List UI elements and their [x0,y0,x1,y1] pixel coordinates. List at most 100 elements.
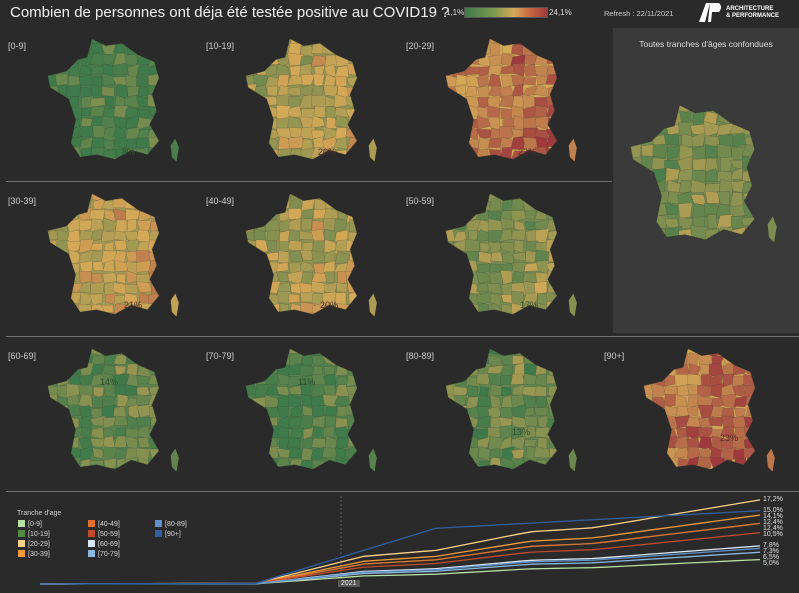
cumulative-chart [0,492,799,588]
age-group-label: [60-69] [8,351,37,361]
legend-swatch [18,540,25,547]
france-map[interactable] [40,189,190,319]
legend-label: [60-69] [98,541,120,548]
series-end-label: 12,4% [763,519,783,527]
legend-label: [10-19] [28,531,50,538]
legend-label: [0-9] [28,521,43,528]
color-scale-min: 1,1% [446,8,465,17]
legend-label: [90+] [165,531,181,538]
age-group-label: [40-49] [206,196,235,206]
legend-item[interactable]: [40-49] [88,520,120,528]
legend-swatch [18,550,25,557]
legend-item[interactable]: [60-69] [88,540,120,548]
legend-swatch [155,520,162,527]
row-divider [6,336,799,337]
max-percent-label: 20% [318,147,337,157]
age-group-label: [0-9] [8,41,27,51]
color-scale-max: 24,1% [549,8,572,17]
age-group-label: [20-29] [406,41,435,51]
department-cells[interactable] [625,100,759,245]
france-map[interactable] [238,344,388,474]
max-percent-label: 14% [100,377,119,387]
series-end-label: 12,4% [763,525,783,533]
legend-swatch [88,520,95,527]
series-line-7[interactable] [40,551,761,585]
corsica-shape [170,138,179,162]
legend-item[interactable]: [80-89] [155,520,187,528]
series-end-label: 7,3% [763,547,779,555]
x-axis-year-label: 2021 [338,580,360,587]
legend-item[interactable]: [30-39] [18,550,50,558]
corsica-shape [767,216,777,243]
department-cells[interactable] [241,189,362,319]
legend-item[interactable]: [50-59] [88,530,120,538]
header: Combien de personnes ont déja été testée… [0,0,799,26]
legend-label: [50-59] [98,531,120,538]
france-map[interactable] [40,34,190,164]
legend-swatch [88,550,95,557]
row-divider [6,491,799,492]
max-percent-label: 23% [518,147,537,157]
france-map[interactable] [238,189,388,319]
logo-text: ARCHITECTURE & PERFORMANCE [726,6,780,19]
max-percent-label: 20% [320,300,339,310]
corsica-shape [170,293,179,317]
max-percent-label: 8% [122,147,136,157]
max-percent-label: 21% [124,300,143,310]
age-group-label: [90+] [604,351,625,361]
max-percent-label: 17% [520,300,539,310]
france-map[interactable] [40,344,190,474]
max-percent-label: 11% [298,377,316,387]
france-map[interactable] [438,344,588,474]
max-percent-label: 23% [720,433,739,443]
corsica-shape [368,293,377,317]
row-divider [6,181,612,182]
france-map[interactable] [636,344,786,474]
all-ages-title: Toutes tranches d'âges confondues [639,39,773,49]
age-group-label: [10-19] [206,41,235,51]
legend-label: [20-29] [28,541,50,548]
legend-label: [70-79] [98,551,120,558]
series-end-label: 17,2% [763,495,783,503]
legend-swatch [88,530,95,537]
series-line-3[interactable] [40,514,761,585]
refresh-date: Refresh : 22/11/2021 [604,9,674,18]
legend-label: [80-89] [165,521,187,528]
age-group-label: [70-79] [206,351,235,361]
series-end-label: 5,0% [763,559,779,567]
corsica-shape [368,138,377,162]
france-map[interactable] [238,34,388,164]
max-percent-label: 13% [512,427,531,437]
line-chart-svg[interactable] [0,492,799,588]
corsica-shape [170,448,179,472]
france-map[interactable] [438,34,588,164]
chart-legend-title: Tranche d'age [17,510,62,517]
age-group-label: [30-39] [8,196,37,206]
corsica-shape [368,448,377,472]
corsica-shape [766,448,775,472]
legend-swatch [88,540,95,547]
age-group-label: [80-89] [406,351,435,361]
series-end-label: 7,8% [763,541,779,549]
legend-swatch [18,530,25,537]
legend-item[interactable]: [90+] [155,530,181,538]
corsica-shape [568,448,577,472]
series-end-label: 6,5% [763,553,779,561]
legend-item[interactable]: [10-19] [18,530,50,538]
legend-item[interactable]: [0-9] [18,520,42,528]
corsica-shape [568,138,577,162]
department-cells[interactable] [241,344,362,474]
legend-item[interactable]: [70-79] [88,550,120,558]
page-title: Combien de personnes ont déja été testée… [10,4,450,21]
all-ages-panel: Toutes tranches d'âges confondues [613,28,799,333]
legend-item[interactable]: [20-29] [18,540,50,548]
series-end-label: 10,5% [763,531,783,539]
france-map [625,100,777,245]
legend-label: [40-49] [98,521,120,528]
ap-logo-icon [699,3,721,22]
france-map[interactable] [438,189,588,319]
series-line-9[interactable] [40,510,761,585]
legend-label: [30-39] [28,551,50,558]
legend-swatch [18,520,25,527]
department-cells[interactable] [639,344,759,474]
